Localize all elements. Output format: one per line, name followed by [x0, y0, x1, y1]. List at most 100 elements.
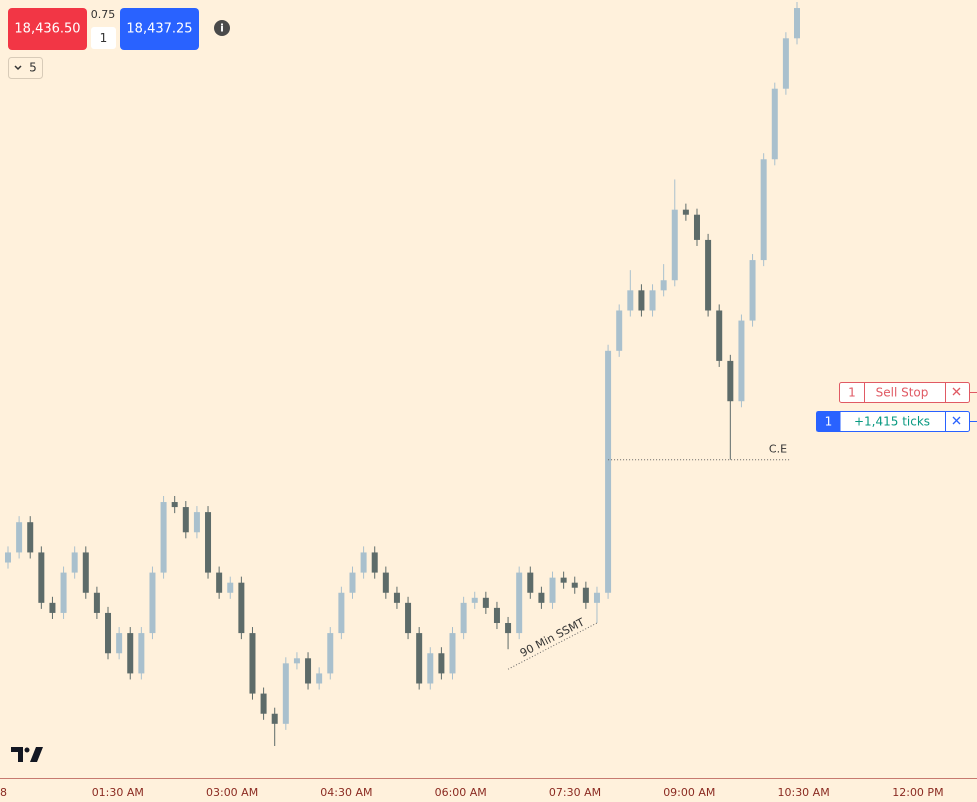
candle-body [716, 310, 723, 361]
candle-body [49, 602, 56, 613]
interval-dropdown[interactable] [8, 57, 43, 79]
candle-body [560, 577, 567, 583]
candle-body [449, 633, 456, 674]
candle-body [393, 592, 400, 603]
logo [11, 747, 43, 762]
candle-body [182, 507, 189, 533]
buy-price: 18,437.25 [126, 22, 192, 37]
candle-body [571, 582, 578, 588]
candle-body [38, 552, 45, 603]
candle-body [471, 597, 478, 603]
candle-body [282, 663, 289, 724]
order-quantity: 1 [825, 415, 833, 429]
info-glyph: i [220, 22, 224, 35]
candle-body [638, 290, 645, 311]
candle-body [549, 577, 556, 603]
candle-body [138, 633, 145, 674]
candle-body [516, 572, 523, 634]
candle-body [593, 592, 600, 603]
candle-body [482, 597, 489, 608]
close-icon[interactable] [952, 387, 961, 396]
candle-body [5, 552, 11, 563]
annotation: C.E [769, 443, 787, 456]
order-label: +1,415 ticks [854, 415, 930, 429]
x-tick-label: 09:00 AM [663, 786, 715, 799]
candle-body [794, 8, 800, 39]
candle-body [671, 209, 678, 281]
candles [5, 2, 800, 746]
candle-body [305, 658, 312, 684]
spread: 0.75 [91, 8, 116, 21]
candle-body [782, 38, 789, 89]
candle-body [627, 290, 634, 311]
candle-body [605, 350, 612, 593]
info-icon[interactable] [214, 20, 230, 36]
candle-body [749, 260, 756, 321]
candle-body [205, 512, 212, 573]
candle-body [738, 320, 745, 402]
quantity-cell [816, 411, 841, 432]
candle-body [227, 582, 234, 593]
sell-button[interactable] [8, 8, 87, 50]
candle-body [616, 310, 623, 351]
candle-body [649, 290, 656, 311]
candle-body [705, 239, 712, 311]
candle-body [338, 592, 345, 634]
candle-body [260, 693, 267, 714]
candle-body [27, 522, 34, 553]
candle-body [416, 633, 423, 684]
candle-body [438, 653, 445, 674]
candle-body [682, 209, 689, 215]
sell-stop-order[interactable] [839, 382, 970, 403]
candle-body [493, 607, 500, 624]
chevron [14, 65, 22, 71]
candle-body [527, 572, 534, 593]
candle-body [460, 602, 467, 634]
candle-body [293, 658, 300, 664]
candle-body [327, 633, 334, 674]
candle-body [660, 280, 667, 291]
x-tick-label: 06:00 AM [435, 786, 487, 799]
candle-body [71, 552, 78, 573]
candle-body [405, 602, 412, 634]
candle-body [216, 572, 223, 593]
candle-body [149, 572, 156, 634]
candle-body [16, 522, 23, 553]
quantity-box[interactable] [91, 27, 116, 49]
close-icon[interactable] [952, 416, 961, 425]
quantity: 1 [100, 31, 108, 45]
candle-body [60, 572, 67, 613]
x-tick-label: 07:30 AM [549, 786, 601, 799]
candle-body [371, 552, 378, 573]
candle-body [505, 623, 512, 634]
logo-dot [24, 747, 30, 753]
x-axis: 8 01:30 AM 03:00 AM 04:30 AM 06:00 AM 07:30 A… [0, 786, 944, 799]
x-tick-label: 10:30 AM [777, 786, 829, 799]
order-label: Sell Stop [876, 386, 929, 400]
sell-price: 18,436.50 [14, 22, 80, 37]
interval: 5 [29, 61, 37, 75]
candle-body [360, 552, 367, 573]
candle-body [538, 592, 545, 603]
candle-body [316, 673, 323, 684]
candle-body [760, 159, 767, 261]
candle-body [771, 88, 778, 160]
candle-body [249, 633, 256, 694]
x-tick-label: 12:00 PM [892, 786, 943, 799]
candle-body [271, 713, 278, 724]
candle-body [116, 633, 123, 654]
x-tick-label: 04:30 AM [320, 786, 372, 799]
candle-body [238, 582, 245, 634]
candle-body [193, 512, 200, 533]
buy-button[interactable] [120, 8, 199, 50]
candle-body [582, 587, 589, 603]
candle-body [727, 360, 734, 402]
candle-body [171, 502, 178, 508]
candle-body [93, 592, 100, 613]
candle-body [349, 572, 356, 593]
x-tick-label: 01:30 AM [92, 786, 144, 799]
candle-body [427, 653, 434, 684]
